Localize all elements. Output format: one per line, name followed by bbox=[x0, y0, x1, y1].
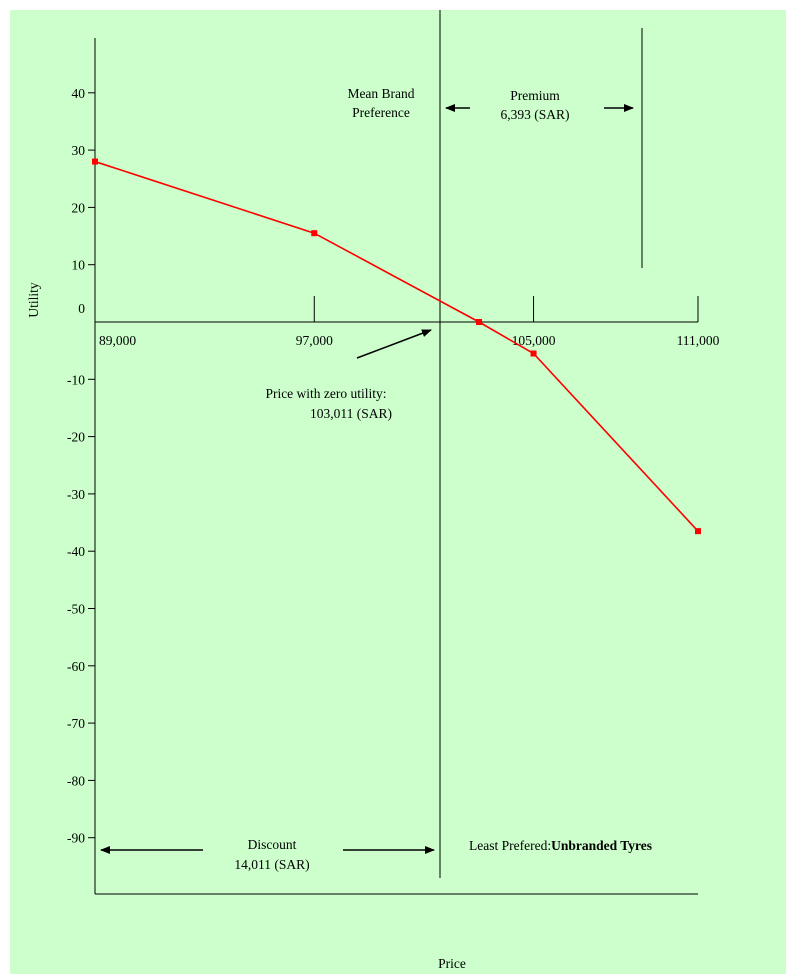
zero-utility-label-line2: 103,011 (SAR) bbox=[310, 406, 392, 421]
utility-series bbox=[92, 158, 701, 535]
y-tick-label: 0 bbox=[78, 301, 85, 316]
data-point bbox=[530, 350, 537, 357]
data-point bbox=[311, 230, 318, 237]
premium-label-line2: 6,393 (SAR) bbox=[500, 107, 569, 122]
y-tick-label: -40 bbox=[67, 544, 85, 559]
y-tick-label: -60 bbox=[67, 659, 85, 674]
y-tick-label: -30 bbox=[67, 487, 85, 502]
mean-brand-label-line2: Preference bbox=[352, 105, 410, 120]
y-tick-label: 10 bbox=[72, 258, 86, 273]
y-tick-label: 30 bbox=[72, 143, 86, 158]
mean-brand-label-line1: Mean Brand bbox=[347, 86, 414, 101]
y-tick-label: -70 bbox=[67, 716, 85, 731]
y-axis-ticks: 40 30 20 10 0 -10 -20 -30 -40 -50 -60 -70 -80 -90 bbox=[67, 86, 95, 846]
y-tick-label: -80 bbox=[67, 773, 85, 788]
y-tick-label: 20 bbox=[72, 200, 86, 215]
y-tick-label: 40 bbox=[72, 86, 86, 101]
least-preferred-brand: Unbranded Tyres bbox=[551, 838, 652, 853]
x-tick-label: 105,000 bbox=[512, 333, 556, 348]
series-line bbox=[94, 160, 699, 532]
zero-utility-arrow bbox=[356, 329, 432, 359]
zero-utility-label-line1: Price with zero utility: bbox=[265, 386, 386, 401]
data-point bbox=[476, 319, 483, 325]
x-axis-title: Price bbox=[438, 956, 466, 971]
x-tick-label: 89,000 bbox=[99, 333, 136, 348]
y-tick-label: -50 bbox=[67, 602, 85, 617]
least-preferred-label: Least Prefered:Unbranded Tyres bbox=[469, 838, 652, 853]
y-tick-label: -10 bbox=[67, 372, 85, 387]
least-preferred-prefix: Least Prefered: bbox=[469, 838, 551, 853]
data-point bbox=[695, 528, 701, 535]
x-tick-label: 97,000 bbox=[296, 333, 333, 348]
data-point bbox=[92, 158, 98, 165]
y-tick-label: -90 bbox=[67, 831, 85, 846]
y-axis-title: Utility bbox=[26, 282, 41, 318]
discount-label-line2: 14,011 (SAR) bbox=[234, 857, 309, 872]
discount-label-line1: Discount bbox=[248, 837, 297, 852]
chart-background bbox=[10, 10, 786, 974]
y-tick-label: -20 bbox=[67, 430, 85, 445]
x-tick-label: 111,000 bbox=[677, 333, 720, 348]
x-axis-ticks: 89,000 97,000 105,000 111,000 bbox=[99, 296, 720, 348]
premium-label-line1: Premium bbox=[510, 88, 560, 103]
